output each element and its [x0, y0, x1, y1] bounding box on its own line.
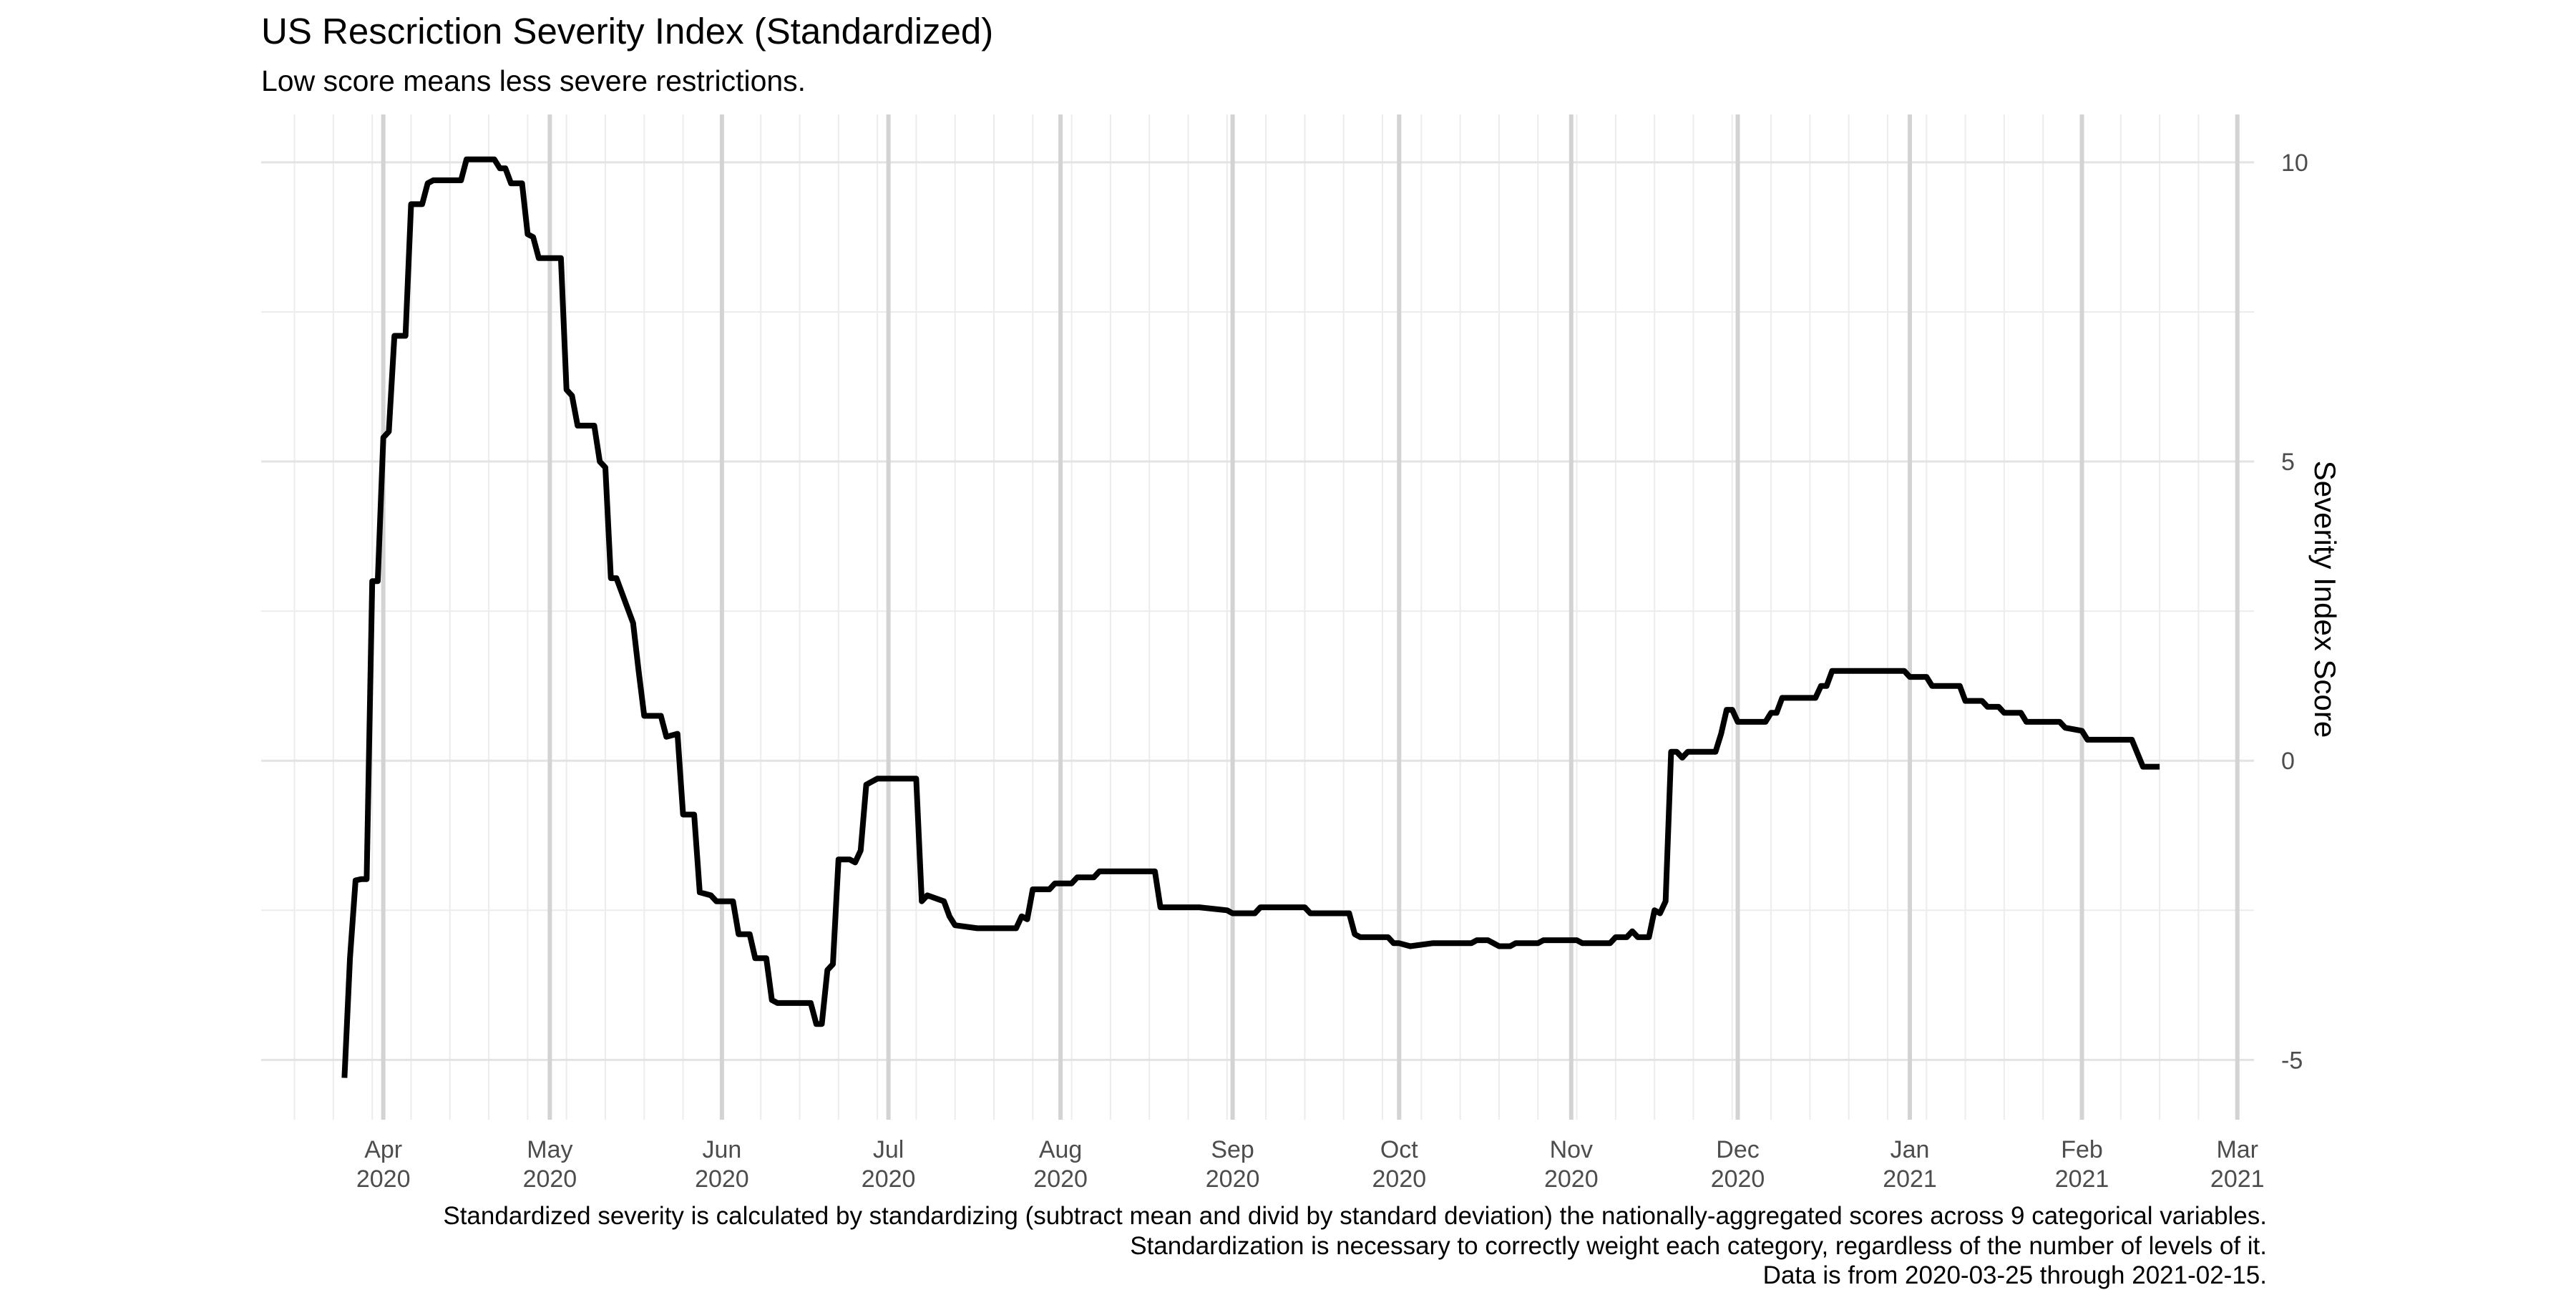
series-line-0 [341, 156, 2160, 1078]
x-tick-label-month: Apr [364, 1136, 402, 1163]
x-tick-label-month: Feb [2061, 1136, 2103, 1163]
x-tick-label-month: Aug [1039, 1136, 1083, 1163]
y-tick-label: 5 [2281, 449, 2295, 476]
x-tick-label-month: Mar [2216, 1136, 2258, 1163]
x-tick-label-month: Dec [1716, 1136, 1759, 1163]
x-tick-label-month: Oct [1380, 1136, 1418, 1163]
caption-line-1: Standardized severity is calculated by s… [443, 1202, 2267, 1230]
grid [261, 114, 2254, 1120]
x-axis: Apr 2020 May 2020 Jun 2020 Jul 2020 Aug 2020 Sep 20… [356, 1136, 2265, 1193]
y-tick-label: -5 [2281, 1047, 2303, 1074]
x-tick-label-month: May [527, 1136, 572, 1163]
x-tick-label-year: 2020 [1206, 1166, 1260, 1193]
y-axis: -5 0 5 10 [2281, 150, 2308, 1074]
x-tick-label-year: 2021 [2210, 1166, 2265, 1193]
x-tick-label-month: Jul [873, 1136, 904, 1163]
x-tick-label-year: 2021 [1883, 1166, 1937, 1193]
x-tick-label-year: 2020 [1033, 1166, 1088, 1193]
x-tick-label-month: Sep [1211, 1136, 1254, 1163]
x-tick-label-year: 2020 [1544, 1166, 1599, 1193]
chart-title: US Rescriction Severity Index (Standardi… [261, 11, 994, 52]
x-tick-label-year: 2020 [356, 1166, 411, 1193]
chart-subtitle: Low score means less severe restrictions… [261, 64, 806, 97]
y-tick-label: 0 [2281, 748, 2295, 775]
x-tick-label-year: 2020 [1711, 1166, 1765, 1193]
x-tick-label-month: Nov [1550, 1136, 1593, 1163]
x-tick-label-year: 2020 [523, 1166, 577, 1193]
x-tick-label-year: 2020 [1372, 1166, 1427, 1193]
caption-line-2: Standardization is necessary to correctl… [1130, 1232, 2267, 1260]
series-layer [341, 156, 2160, 1078]
x-tick-label-year: 2021 [2055, 1166, 2109, 1193]
x-tick-label-month: Jun [702, 1136, 741, 1163]
y-axis-title: Severity Index Score [2308, 461, 2342, 738]
x-tick-label-month: Jan [1890, 1136, 1930, 1163]
x-tick-label-year: 2020 [862, 1166, 916, 1193]
x-tick-label-year: 2020 [695, 1166, 749, 1193]
caption-line-3: Data is from 2020-03-25 through 2021-02-… [1762, 1261, 2267, 1289]
y-tick-label: 10 [2281, 150, 2308, 177]
